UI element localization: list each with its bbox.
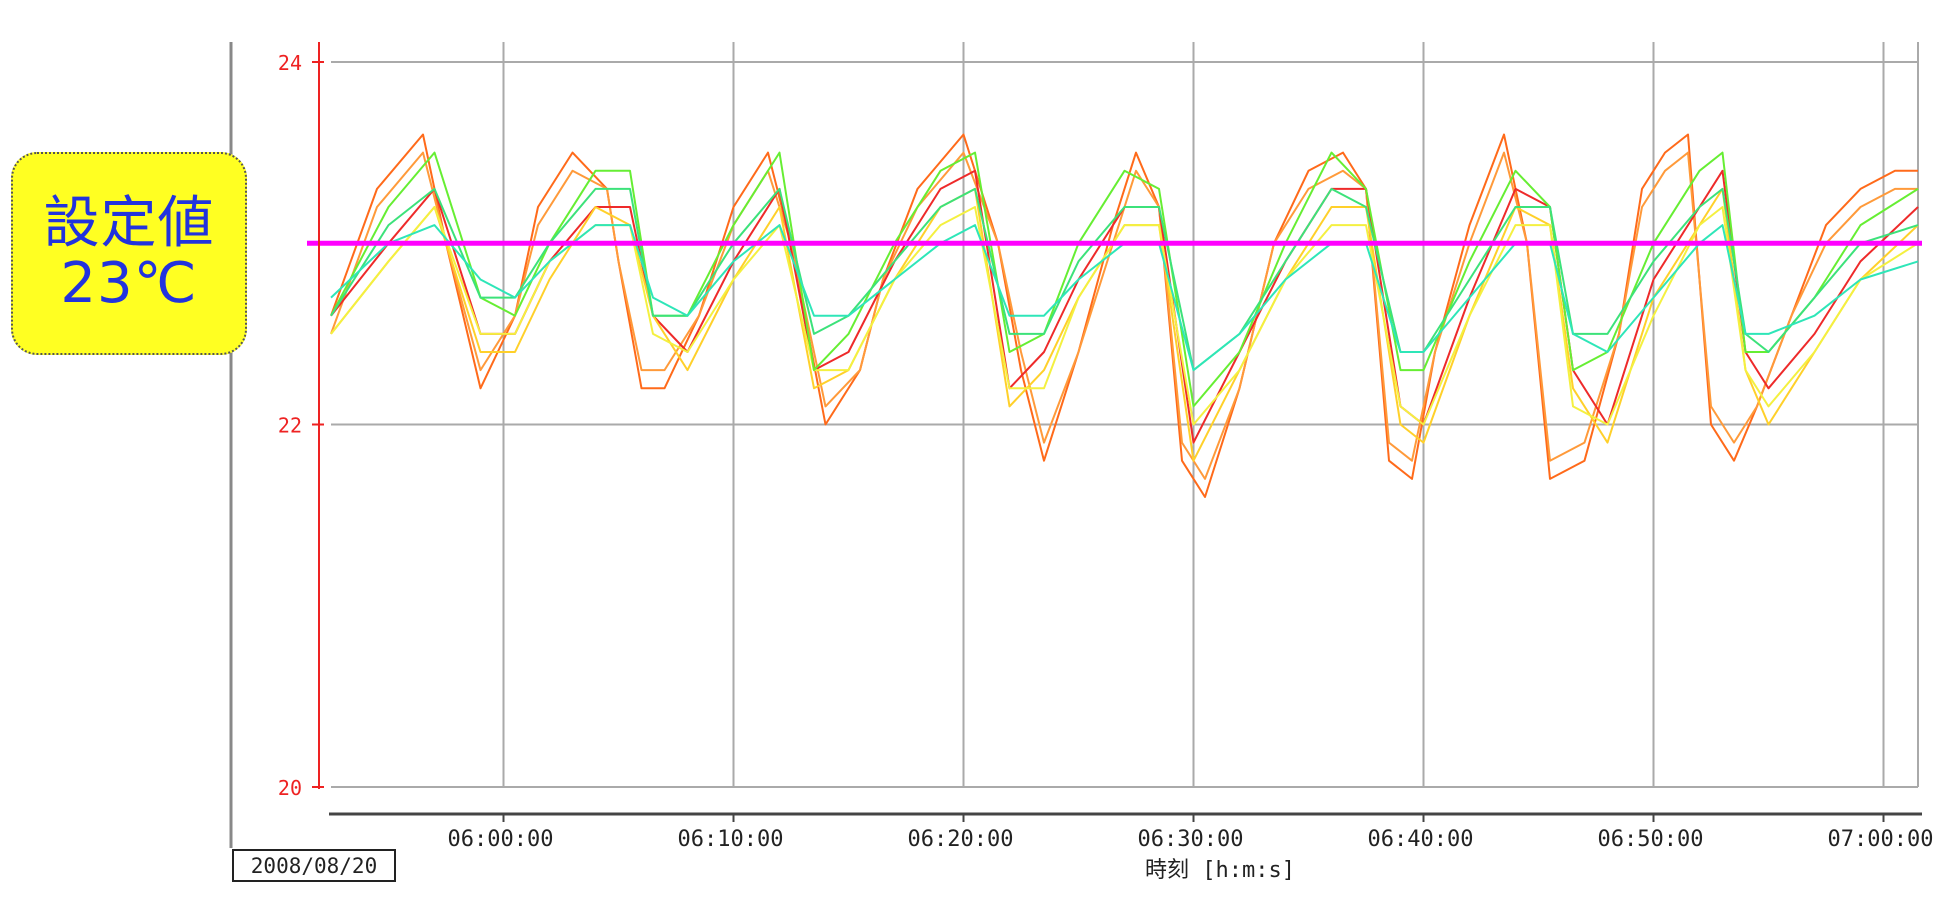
setpoint-badge-value: 23℃ [60, 250, 198, 316]
x-axis-label: 時刻 [h:m:s] [1145, 858, 1295, 883]
setpoint-badge: 設定値 23℃ [11, 152, 247, 355]
series-line-8 [330, 224, 1919, 372]
y-tick-label: 22 [278, 414, 302, 438]
x-tick-label: 06:10:00 [678, 827, 784, 852]
series-line-6 [330, 151, 1919, 408]
series-lines [330, 133, 1919, 498]
axes [229, 42, 1922, 848]
series-line-1 [330, 133, 1918, 498]
x-tick-label: 06:00:00 [448, 827, 554, 852]
y-tick-label: 20 [278, 776, 302, 800]
tick-labels: 20 22 24 06:00:00 06:10:00 06:20:00 06:30:00 06… [278, 51, 1934, 852]
x-tick-label: 06:50:00 [1598, 827, 1704, 852]
series-line-7 [330, 187, 1919, 372]
x-tick-label: 06:30:00 [1138, 827, 1244, 852]
y-tick-label: 24 [278, 51, 302, 75]
grid [331, 42, 1919, 788]
x-tick-label: 06:40:00 [1368, 827, 1474, 852]
setpoint-badge-title: 設定値 [43, 190, 215, 256]
x-tick-label: 06:20:00 [908, 827, 1014, 852]
x-tick-label: 07:00:00 [1828, 827, 1934, 852]
date-label: 2008/08/20 [232, 849, 396, 882]
